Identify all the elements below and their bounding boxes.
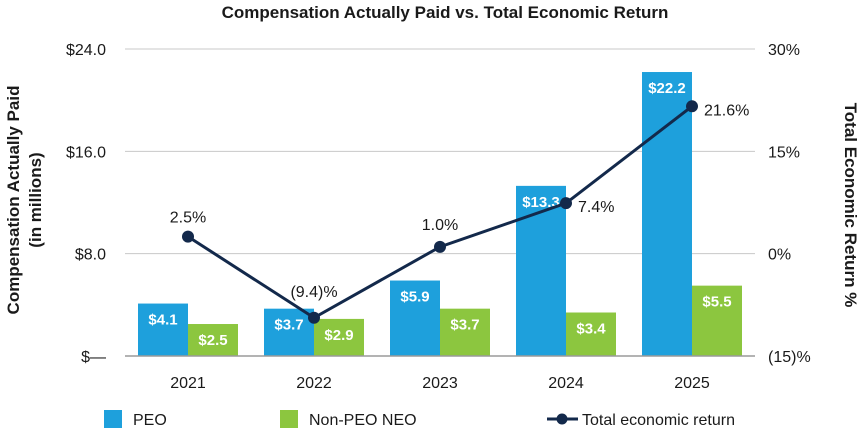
non-peo-neo-bar-label: $2.5 <box>198 332 227 349</box>
return-label: 21.6% <box>704 102 749 119</box>
peo-bar <box>516 185 566 356</box>
non-peo-neo-bar <box>566 312 616 356</box>
non-peo-neo-bar <box>440 308 490 356</box>
bars: $4.1 $2.5 $3.7 $2.9 $5.9 $3.7 $13.3 $3.4 $22.2 $5… <box>138 72 742 357</box>
right-tick-label: 0% <box>768 247 791 264</box>
peo-bar-label: $13.3 <box>522 194 560 211</box>
peo-bar <box>138 303 188 356</box>
peo-bar-label: $4.1 <box>148 312 177 329</box>
return-point <box>182 230 194 243</box>
left-axis-ticks: $— $8.0 $16.0 $24.0 <box>66 42 106 366</box>
legend-line-marker <box>556 413 568 425</box>
left-tick-label: $16.0 <box>66 144 106 161</box>
y2-axis-title: Total Economic Return % <box>841 103 860 308</box>
legend-peo-label: PEO <box>133 412 167 429</box>
x-tick-label: 2024 <box>548 375 584 392</box>
x-axis-ticks: 2021 2022 2023 2024 2025 <box>170 375 710 392</box>
right-tick-label: 30% <box>768 42 800 59</box>
y-axis-title-line2: (in millions) <box>26 152 45 247</box>
y-axis-title-line1: Compensation Actually Paid <box>4 86 23 315</box>
non-peo-neo-bar-label: $3.7 <box>450 317 479 334</box>
return-labels: 2.5% (9.4)% 1.0% 7.4% 21.6% <box>170 102 750 300</box>
non-peo-neo-bar-label: $3.4 <box>576 321 606 338</box>
peo-bar-label: $3.7 <box>274 317 303 334</box>
return-point <box>308 311 320 324</box>
return-point <box>434 240 446 253</box>
non-peo-neo-bar <box>692 285 742 356</box>
peo-bar-label: $22.2 <box>648 80 686 97</box>
peo-bar <box>264 308 314 356</box>
return-label: 1.0% <box>422 217 458 234</box>
legend-non-peo-neo-swatch <box>280 410 298 428</box>
peo-bar-label: $5.9 <box>400 289 429 306</box>
left-tick-label: $24.0 <box>66 42 106 59</box>
x-tick-label: 2025 <box>674 375 710 392</box>
peo-bar <box>642 72 692 357</box>
non-peo-neo-bar <box>314 318 364 356</box>
return-point <box>560 197 572 210</box>
legend-non-peo-neo-label: Non-PEO NEO <box>309 412 417 429</box>
non-peo-neo-bar-label: $5.5 <box>702 294 731 311</box>
right-tick-label: 15% <box>768 144 800 161</box>
non-peo-neo-bar-label: $2.9 <box>324 327 353 344</box>
x-tick-label: 2023 <box>422 375 458 392</box>
left-tick-label: $— <box>81 349 106 366</box>
peo-bar <box>390 280 440 356</box>
left-tick-label: $8.0 <box>75 247 106 264</box>
right-tick-label: (15)% <box>768 349 811 366</box>
return-label: 7.4% <box>578 199 614 216</box>
return-point <box>686 100 698 113</box>
x-tick-label: 2021 <box>170 375 206 392</box>
legend-peo-swatch <box>104 410 122 428</box>
right-axis-ticks: (15)% 0% 15% 30% <box>768 42 811 366</box>
x-tick-label: 2022 <box>296 375 332 392</box>
return-label: (9.4)% <box>290 284 337 301</box>
chart-title: Compensation Actually Paid vs. Total Eco… <box>222 3 669 22</box>
legend-line-label: Total economic return <box>582 412 735 429</box>
return-line <box>182 100 698 324</box>
return-label: 2.5% <box>170 210 206 227</box>
legend: PEO Non-PEO NEO Total economic return <box>104 410 735 429</box>
non-peo-neo-bar <box>188 324 238 356</box>
